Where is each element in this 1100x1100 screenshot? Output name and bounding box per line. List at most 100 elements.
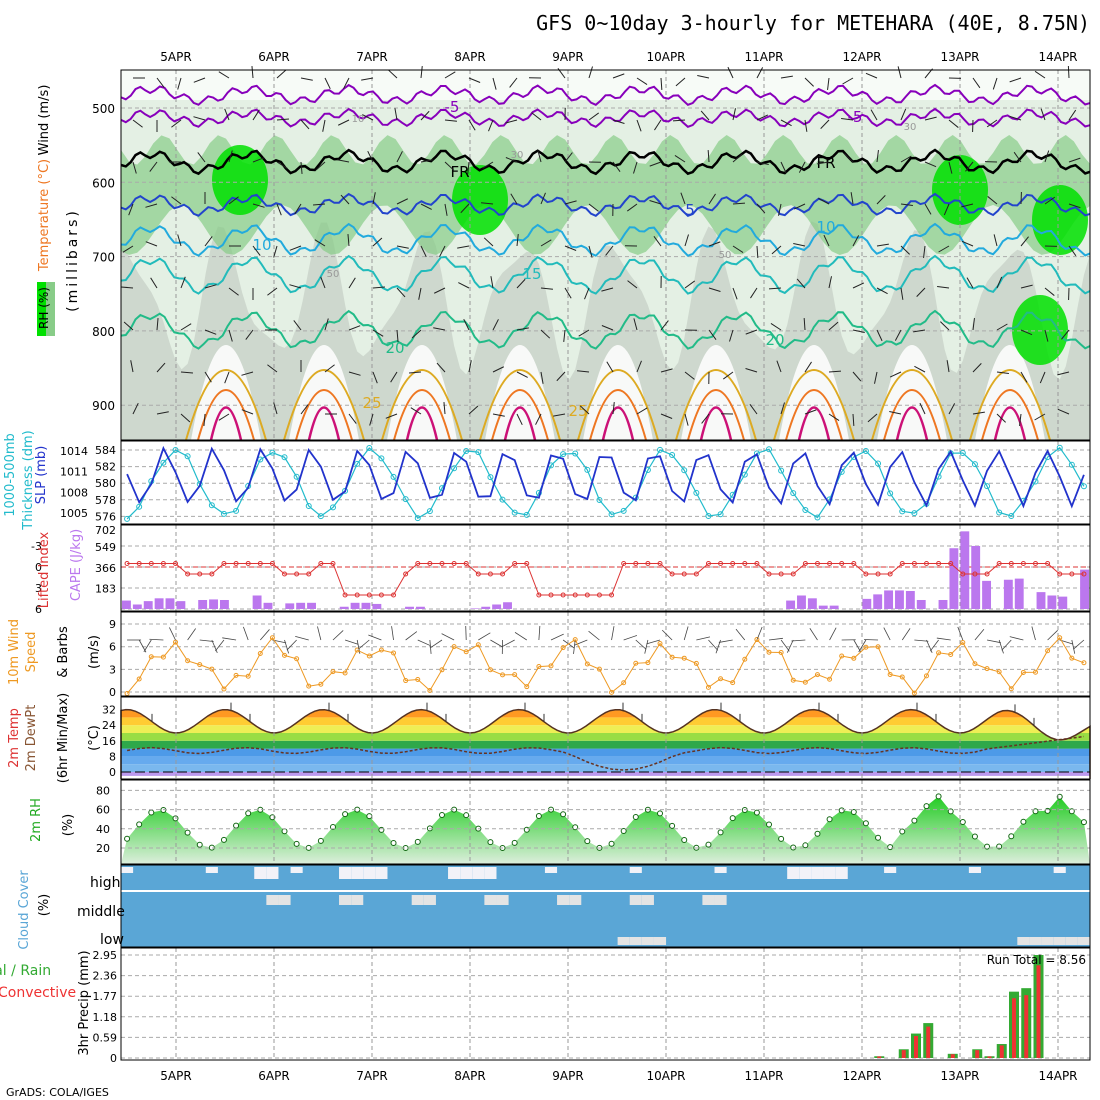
- thickness-point: [426, 508, 433, 515]
- wind-barb-10m: [914, 639, 929, 642]
- wind-barb: [436, 362, 446, 373]
- rh2m-point: [632, 814, 639, 821]
- rh2m-point: [196, 841, 203, 848]
- wind-barb-10m: [929, 639, 939, 652]
- thickness-line: [126, 446, 1085, 520]
- wind-barb: [966, 277, 974, 289]
- rh2m-point: [317, 837, 324, 844]
- thickness-tick: 576: [95, 510, 116, 523]
- wind-barb: [443, 402, 446, 415]
- wind-barb: [535, 413, 542, 425]
- wind-barb: [946, 360, 950, 373]
- wind-barb-10m: [646, 639, 661, 645]
- wind-barb: [732, 202, 746, 205]
- wind-point: [1057, 635, 1063, 641]
- thickness-point: [766, 446, 773, 453]
- thickness-point: [984, 483, 991, 490]
- wind-barb-10m: [286, 639, 297, 651]
- thickness-point: [657, 446, 664, 453]
- wind-point: [185, 658, 191, 664]
- wind-barb-10m: [429, 639, 432, 654]
- contour-label: 25: [362, 394, 381, 412]
- wind-barb: [900, 203, 913, 206]
- wind-barb: [948, 119, 959, 128]
- rh2m-point: [814, 830, 821, 837]
- cape-bar: [895, 590, 904, 609]
- wind-barb-10m: [1071, 639, 1076, 654]
- rh2m-point: [438, 812, 445, 819]
- high-cloud-gap: [629, 867, 642, 873]
- wind-barb: [300, 119, 310, 130]
- wind-point: [524, 684, 530, 690]
- cape-bar: [219, 599, 229, 609]
- wind-barb: [684, 371, 695, 380]
- wind-barb: [827, 77, 830, 90]
- thickness-point: [620, 507, 627, 514]
- wind-barb: [870, 109, 878, 121]
- wind-barb: [156, 362, 166, 373]
- wind-barb: [876, 150, 879, 163]
- high-cloud-gap: [375, 867, 388, 879]
- rh2m-area: [121, 796, 1090, 864]
- rh2m-point: [887, 844, 894, 851]
- wind-barb: [294, 203, 302, 215]
- contour-label: 10: [252, 236, 271, 254]
- rh2m-point: [487, 839, 494, 846]
- temp-contour-25: [773, 369, 855, 441]
- wind-barb-10m: [661, 629, 673, 641]
- wind-point: [209, 666, 215, 672]
- footer: GrADS: COLA/IGES: [6, 1086, 109, 1099]
- wind-barb: [817, 161, 830, 165]
- wind-barb: [204, 284, 217, 289]
- temp-tick: 32: [102, 704, 116, 717]
- wind-barb: [636, 360, 642, 373]
- wind-barb: [937, 286, 950, 289]
- high-cloud-gap: [290, 867, 303, 873]
- wind-barb: [482, 161, 494, 169]
- wind-barb: [276, 203, 282, 216]
- wind-barb: [324, 364, 335, 373]
- wind-barb: [197, 152, 206, 163]
- wind-barb-10m: [187, 628, 196, 641]
- wind-barb: [505, 119, 518, 124]
- day-label-bottom: 9APR: [552, 1069, 583, 1083]
- wind-barb: [900, 108, 907, 121]
- wind-barb: [756, 203, 766, 214]
- rh-saturated-blob: [1032, 185, 1088, 255]
- rh-dry-dome: [975, 345, 1045, 440]
- cape-bar: [296, 602, 306, 609]
- thickness-point: [1080, 483, 1087, 490]
- wind-barb-10m: [317, 626, 322, 641]
- cloud-level-low: low: [100, 932, 124, 948]
- cape-bar: [829, 605, 839, 609]
- wind-barb-10m: [502, 639, 515, 647]
- wind-barb: [1020, 371, 1028, 383]
- wind-barb: [722, 371, 734, 380]
- wind-barb: [1061, 329, 1070, 340]
- wind-barb: [972, 318, 975, 331]
- wind-barb: [626, 203, 638, 212]
- wind-barb-10m: [957, 626, 964, 641]
- panel-frame: [120, 440, 1091, 525]
- wind-barb: [770, 323, 782, 331]
- rh2m-point: [657, 810, 664, 817]
- pressure-tick: 800: [92, 325, 115, 339]
- rh2m-point: [233, 822, 240, 829]
- temp-contour-25: [381, 369, 463, 441]
- rh2m-point: [862, 820, 869, 827]
- cape-bar: [807, 598, 817, 609]
- wind-barb: [965, 161, 974, 172]
- wind-barb: [972, 77, 981, 89]
- wind-barb: [793, 243, 806, 247]
- wind-barb: [372, 192, 376, 205]
- temp-contour-25: [675, 369, 757, 441]
- contour-label: 20: [765, 331, 784, 349]
- wind-barb: [420, 203, 432, 210]
- wind-barb: [987, 196, 998, 205]
- rh-dry-dome: [779, 345, 849, 440]
- wind-point: [584, 661, 590, 667]
- cape-bar: [492, 604, 502, 609]
- cloud-level-middle: middle: [77, 904, 125, 920]
- thickness-point: [669, 452, 676, 459]
- panel-frame: [120, 524, 1091, 612]
